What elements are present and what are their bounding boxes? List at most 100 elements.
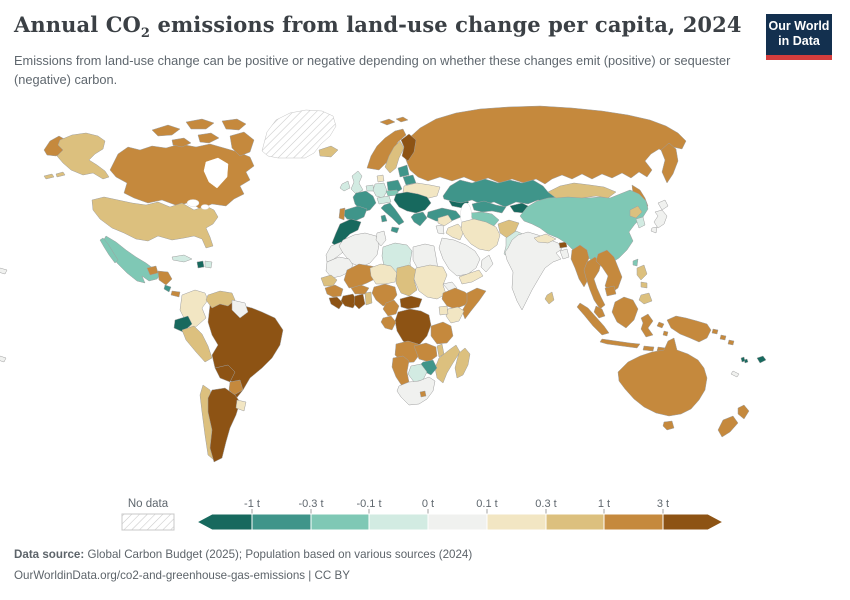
- country-syria[interactable]: [437, 214, 453, 227]
- country-usa-alaska[interactable]: [56, 132, 110, 180]
- country-bhutan[interactable]: [558, 241, 568, 249]
- country-canada-arctic[interactable]: [151, 118, 255, 157]
- country-north-korea[interactable]: [629, 205, 643, 219]
- country-balkans[interactable]: [393, 191, 432, 214]
- country-japan[interactable]: [650, 199, 669, 234]
- country-fiji[interactable]: [743, 355, 767, 364]
- country-usa-aleutians[interactable]: [43, 171, 66, 180]
- country-philippines[interactable]: [636, 264, 653, 305]
- country-bangladesh[interactable]: [559, 248, 570, 260]
- country-cambodia[interactable]: [604, 285, 617, 297]
- legend-bin-minus03-minus01[interactable]: [310, 513, 370, 531]
- legend-bin-03-1[interactable]: [545, 513, 605, 531]
- country-switzerland-austria[interactable]: [376, 195, 392, 205]
- country-dominican-republic[interactable]: [204, 260, 213, 269]
- country-cameroon[interactable]: [382, 299, 400, 317]
- country-chad[interactable]: [395, 264, 418, 297]
- legend-bin-1-3[interactable]: [603, 513, 664, 531]
- country-indonesia[interactable]: [576, 296, 669, 353]
- country-mongolia[interactable]: [547, 182, 617, 199]
- country-finland[interactable]: [400, 133, 417, 162]
- country-paraguay[interactable]: [228, 379, 244, 396]
- country-sierra-leone-liberia[interactable]: [328, 296, 344, 310]
- country-vanuatu[interactable]: [740, 356, 746, 363]
- country-guinea[interactable]: [324, 284, 344, 298]
- legend-bin-lt-minus1[interactable]: [195, 513, 253, 531]
- country-south-africa[interactable]: [396, 376, 436, 406]
- country-norway[interactable]: [366, 128, 407, 171]
- country-spain[interactable]: [342, 205, 368, 222]
- license-line[interactable]: OurWorldinData.org/co2-and-greenhouse-ga…: [14, 568, 350, 582]
- country-germany[interactable]: [372, 182, 388, 199]
- country-madagascar[interactable]: [454, 347, 471, 379]
- country-italy[interactable]: [380, 202, 405, 234]
- country-turkey[interactable]: [426, 207, 462, 223]
- country-brazil[interactable]: [207, 299, 284, 401]
- legend-bin-minus1-minus03[interactable]: [251, 513, 312, 531]
- country-venezuela[interactable]: [205, 290, 236, 309]
- country-uruguay[interactable]: [235, 399, 247, 412]
- legend-bin-01-03[interactable]: [486, 513, 547, 531]
- country-papua-new-guinea[interactable]: [666, 315, 712, 343]
- country-taiwan[interactable]: [632, 258, 639, 267]
- country-greenland[interactable]: [261, 109, 337, 159]
- country-ethiopia[interactable]: [441, 287, 472, 310]
- country-gabon-congo[interactable]: [380, 315, 397, 331]
- country-baltic-states[interactable]: [397, 164, 410, 178]
- country-mexico-baja[interactable]: [99, 237, 119, 264]
- legend-bin-gt3[interactable]: [662, 513, 725, 531]
- country-russia-svalbard[interactable]: [379, 116, 409, 126]
- country-kenya[interactable]: [445, 306, 465, 324]
- country-burkina-faso[interactable]: [350, 284, 370, 295]
- country-usa[interactable]: [91, 196, 219, 249]
- country-solomon-islands[interactable]: [711, 328, 735, 346]
- country-poland[interactable]: [386, 179, 403, 194]
- country-canada[interactable]: [109, 143, 255, 210]
- country-russia[interactable]: [403, 105, 687, 185]
- country-zambia[interactable]: [413, 342, 438, 363]
- legend-bin-minus01-0[interactable]: [368, 513, 429, 531]
- country-iceland[interactable]: [318, 145, 339, 158]
- country-uzbekistan[interactable]: [471, 200, 507, 214]
- country-saudi-arabia[interactable]: [438, 237, 481, 277]
- country-algeria[interactable]: [338, 232, 380, 268]
- country-ireland[interactable]: [339, 180, 351, 192]
- country-portugal[interactable]: [338, 207, 346, 221]
- country-cuba[interactable]: [171, 254, 193, 263]
- country-peru[interactable]: [181, 325, 213, 363]
- country-ghana[interactable]: [353, 293, 366, 310]
- country-russia-kamchatka[interactable]: [660, 142, 679, 184]
- country-panama[interactable]: [170, 290, 181, 298]
- country-new-zealand[interactable]: [717, 404, 750, 438]
- country-south-korea[interactable]: [635, 216, 646, 229]
- country-iraq[interactable]: [445, 223, 465, 241]
- country-namibia[interactable]: [391, 355, 410, 387]
- country-india[interactable]: [504, 231, 563, 311]
- country-tanzania[interactable]: [430, 321, 454, 345]
- country-morocco[interactable]: [331, 218, 362, 247]
- country-iran[interactable]: [460, 218, 501, 252]
- country-niger[interactable]: [369, 263, 398, 285]
- country-senegal[interactable]: [320, 274, 338, 287]
- country-nepal[interactable]: [533, 233, 557, 244]
- country-malaysia[interactable]: [593, 305, 606, 319]
- country-honduras-nicaragua[interactable]: [157, 270, 173, 286]
- country-lesotho[interactable]: [419, 390, 427, 398]
- country-costa-rica[interactable]: [163, 284, 172, 293]
- country-bolivia[interactable]: [214, 364, 236, 383]
- country-yemen[interactable]: [458, 269, 484, 285]
- country-dr-congo[interactable]: [394, 308, 432, 348]
- country-mozambique[interactable]: [434, 344, 461, 384]
- legend-bin-0-01[interactable]: [427, 513, 488, 531]
- country-somalia[interactable]: [461, 287, 487, 320]
- country-sri-lanka[interactable]: [544, 291, 555, 305]
- country-denmark[interactable]: [376, 174, 385, 183]
- country-oman[interactable]: [480, 254, 494, 273]
- country-haiti[interactable]: [196, 260, 205, 269]
- country-israel-jordan[interactable]: [435, 224, 445, 235]
- country-australia-tasmania[interactable]: [662, 420, 675, 431]
- country-new-caledonia[interactable]: [730, 370, 740, 378]
- country-tunisia[interactable]: [375, 230, 387, 247]
- country-mexico[interactable]: [102, 235, 162, 284]
- country-uganda[interactable]: [438, 305, 449, 316]
